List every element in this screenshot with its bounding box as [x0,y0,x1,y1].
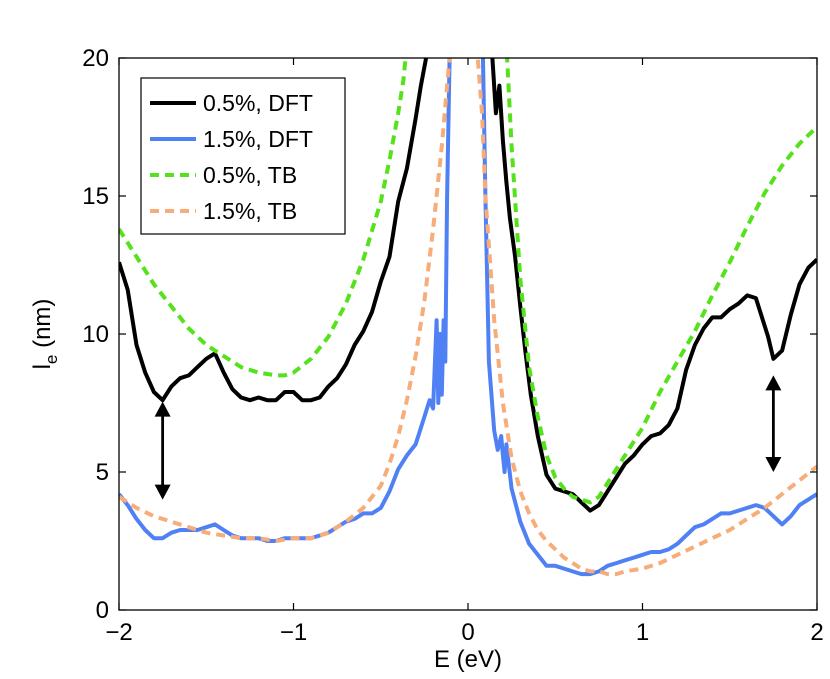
y-tick-label: 0 [96,597,109,624]
x-tick-label: 2 [810,619,823,646]
x-tick-label: 0 [461,619,474,646]
legend-label-1-5pct-tb: 1.5%, TB [203,198,297,224]
legend-label-0-5pct-tb: 0.5%, TB [203,162,297,188]
y-axis-label-main: l [29,364,56,369]
series-line-1-5pct-tb [119,58,817,577]
y-tick-label: 20 [82,45,109,72]
legend: 0.5%, DFT 1.5%, DFT 0.5%, TB 1.5%, TB [140,77,346,235]
arrow-head-up [154,401,171,417]
y-axis-label-unit: (nm) [29,299,56,355]
series-layer [119,58,817,577]
arrow-head-down [765,457,782,472]
y-axis-label-subscript: e [42,355,61,364]
arrow-head-up [765,375,782,391]
x-tick-label: 1 [636,619,649,646]
double-arrow-annotation [765,375,782,472]
y-tick-label: 10 [82,321,109,348]
series-line-0-5pct-dft [119,58,817,513]
x-tick-label: −1 [280,619,307,646]
x-tick-label: −2 [105,619,132,646]
legend-label-0-5pct-dft: 0.5%, DFT [203,90,313,116]
legend-label-1-5pct-dft: 1.5%, DFT [203,126,313,152]
x-axis-label: E (eV) [434,646,502,673]
y-axis-label: le (nm) [29,299,61,370]
double-arrow-annotation [154,401,171,500]
y-tick-label: 5 [96,459,109,486]
annotation-layer [154,375,782,500]
y-tick-label: 15 [82,183,109,210]
series-line-0-5pct-tb [119,58,817,505]
arrow-head-down [154,484,171,500]
